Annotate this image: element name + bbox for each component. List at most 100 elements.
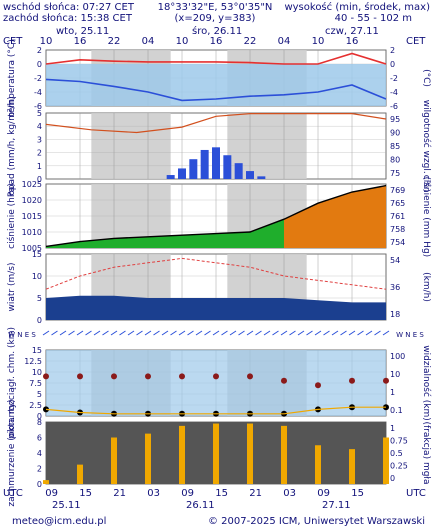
y-tick-label: 3 xyxy=(37,135,42,144)
hour-tick-top: 16 xyxy=(209,36,223,47)
cloud-top-dot xyxy=(145,373,151,380)
y-tick-label: 10 xyxy=(32,368,42,377)
sunset-text: zachód słońca: 15:38 CET xyxy=(3,13,132,24)
hour-tick-top: 22 xyxy=(107,36,121,47)
pressure-line xyxy=(45,184,387,248)
wind-barb xyxy=(136,330,143,336)
y-tick-label: -2 xyxy=(34,74,42,83)
wind-barb xyxy=(229,330,237,336)
y-axis-title-right: (km/h) xyxy=(421,272,431,302)
y-axis-title-right: (frakcja) mgła xyxy=(421,422,431,485)
cloud-cover-bar xyxy=(43,480,49,484)
y-tick-label-right: 754 xyxy=(390,238,405,247)
wind-barb xyxy=(161,330,169,336)
cloud-cover-bar xyxy=(247,423,253,484)
hour-tick-top: 10 xyxy=(311,36,325,47)
day-label-bottom: 25.11 xyxy=(52,500,81,511)
timezone-top-left: CET xyxy=(3,36,23,47)
wind-barb xyxy=(144,330,152,336)
cloud-top-dot xyxy=(349,377,355,384)
wind-barb xyxy=(323,330,330,336)
wind-barb xyxy=(331,330,339,336)
hour-tick-bottom: 09 xyxy=(45,488,59,499)
y-axis-title: opad (mm/h, kg/m²/h) xyxy=(7,96,17,195)
y-tick-label-right: 95 xyxy=(390,115,400,124)
night-shade xyxy=(91,113,171,179)
cloud-top-dot xyxy=(247,373,253,380)
wind-barb xyxy=(297,330,305,336)
wind-barb xyxy=(178,330,186,336)
timezone-bottom-left: UTC xyxy=(3,488,23,499)
hour-tick-bottom: 03 xyxy=(283,488,297,499)
precip-bar xyxy=(257,176,266,179)
wind-barb xyxy=(272,330,279,336)
hour-tick-bottom: 09 xyxy=(317,488,331,499)
y-tick-label-right: 0 xyxy=(390,60,395,69)
wind-barb xyxy=(340,330,347,336)
y-tick-label-right: 18 xyxy=(390,310,400,319)
y-tick-label: 1025 xyxy=(22,180,42,189)
y-tick-label-right: 1 xyxy=(390,424,395,433)
wind-barb xyxy=(93,330,101,336)
y-axis-title: pion. rozciągł. chm. (km) xyxy=(7,327,17,439)
altitude-values: 40 - 55 - 102 m xyxy=(334,13,412,24)
wind-barb xyxy=(195,330,203,336)
wind-barb xyxy=(68,330,75,336)
y-axis-title-right: widzialność (km) xyxy=(421,345,432,421)
sunrise-text: wschód słońca: 07:27 CET xyxy=(3,2,134,13)
y-tick-label-right: 10 xyxy=(390,370,400,379)
wind-barb xyxy=(382,330,390,336)
wind-speed-area xyxy=(46,295,386,320)
wind-barb xyxy=(102,330,109,336)
y-tick-label: 1005 xyxy=(22,244,42,253)
y-tick-label-right: 0.5 xyxy=(390,449,403,458)
footer-email[interactable]: meteo@icm.edu.pl xyxy=(12,516,107,527)
y-tick-label: 4 xyxy=(37,122,42,131)
hour-tick-top: 16 xyxy=(345,36,359,47)
precip-bar xyxy=(234,163,243,179)
cloud-top-dot xyxy=(77,373,83,380)
hour-tick-bottom: 03 xyxy=(147,488,161,499)
y-tick-label-right: 36 xyxy=(390,283,400,292)
y-tick-label-right: 758 xyxy=(390,225,405,234)
wind-barb xyxy=(76,330,84,336)
y-tick-label: 15 xyxy=(32,250,42,259)
wind-barb xyxy=(306,330,313,336)
y-tick-label: 1015 xyxy=(22,212,42,221)
y-tick-label: 1 xyxy=(37,162,42,171)
pressure-area-high xyxy=(284,185,386,248)
wind-barb xyxy=(246,330,254,336)
wind-barb xyxy=(221,330,228,336)
wind-compass-left: W N E S xyxy=(8,331,36,339)
day-label-bottom: 26.11 xyxy=(186,500,215,511)
cloud-cover-bar xyxy=(349,449,355,484)
wind-barb xyxy=(51,330,58,336)
y-tick-label: 5 xyxy=(37,109,42,118)
hour-tick-top: 10 xyxy=(39,36,53,47)
y-axis-title: zachmurzenie (oktanty) xyxy=(7,399,17,506)
y-tick-label: 10 xyxy=(32,272,42,281)
hour-tick-bottom: 21 xyxy=(113,488,127,499)
wind-barb xyxy=(263,330,271,336)
y-tick-label-right: 765 xyxy=(390,199,405,208)
wind-barb xyxy=(119,330,126,336)
y-tick-label: 0 xyxy=(37,316,42,325)
wind-barb xyxy=(204,330,211,336)
y-tick-label-right: 85 xyxy=(390,142,400,151)
precip-bar xyxy=(212,147,220,179)
precip-bar xyxy=(166,175,175,179)
cloud-cover-bar xyxy=(145,433,151,484)
y-tick-label-right: -4 xyxy=(390,88,398,97)
dewpoint-line xyxy=(45,78,387,102)
y-tick-label: 2 xyxy=(37,149,42,158)
temperature-line xyxy=(45,52,387,65)
hour-tick-bottom: 15 xyxy=(79,488,93,499)
timezone-top-right: CET xyxy=(406,36,426,47)
wind-barb xyxy=(85,330,92,336)
altitude-label: wysokość (min, środek, max) xyxy=(284,2,430,13)
cloud-top-dot xyxy=(213,373,219,380)
y-axis-title-right: (°C) xyxy=(421,69,431,87)
y-tick-label-right: 90 xyxy=(390,129,400,138)
hour-tick-top: 10 xyxy=(175,36,189,47)
